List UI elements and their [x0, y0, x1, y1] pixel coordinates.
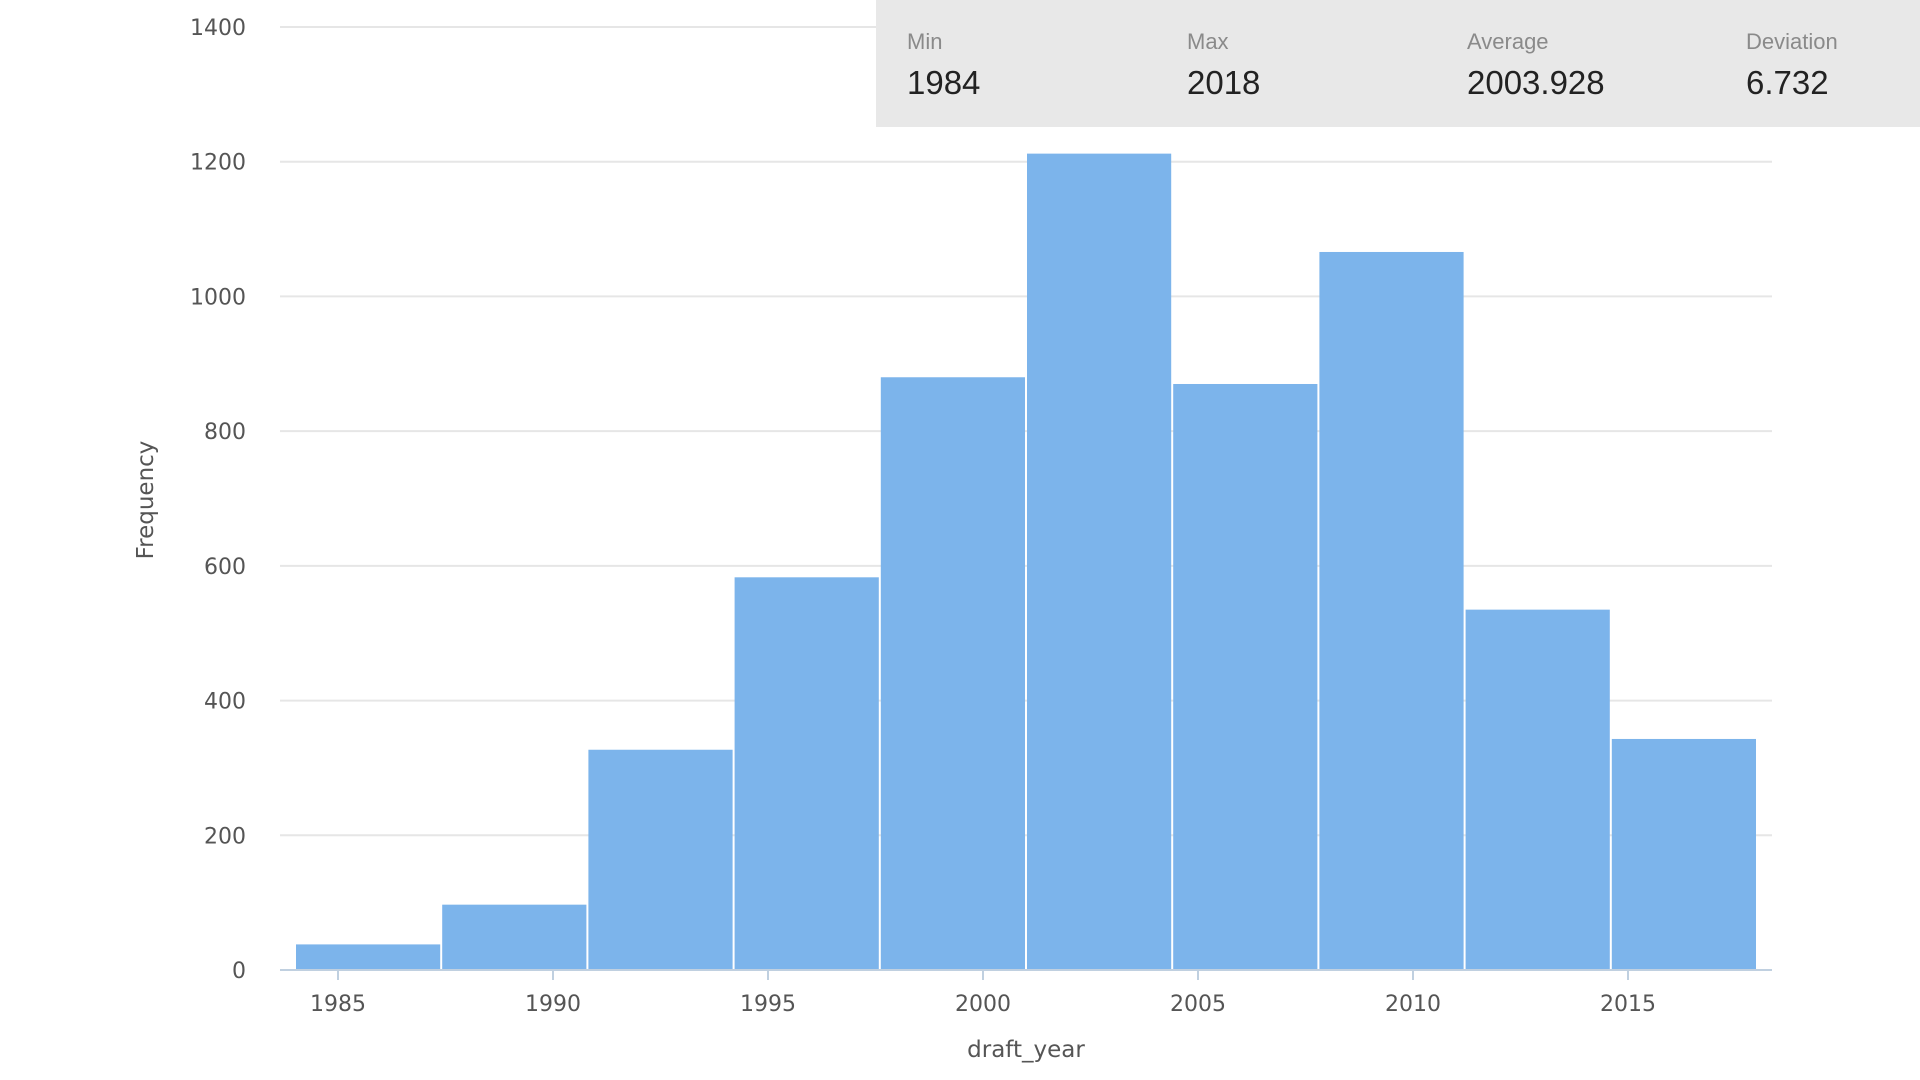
x-tick-label: 1990: [525, 992, 581, 1017]
stat-min: Min 1984: [907, 30, 980, 101]
histogram-bar: [442, 904, 587, 970]
stat-min-value: 1984: [907, 64, 981, 101]
y-tick-label: 1400: [190, 16, 246, 41]
histogram-bar: [296, 944, 441, 970]
y-tick-label: 1000: [190, 285, 246, 310]
y-tick-label: 200: [204, 824, 246, 849]
histogram-bar: [1173, 383, 1318, 970]
histogram-bar: [1465, 609, 1610, 970]
stat-deviation-label: Deviation: [1746, 29, 1838, 54]
x-tick-label: 1995: [740, 992, 796, 1017]
stat-average-value: 2003.928: [1467, 64, 1605, 101]
x-tick-label: 2010: [1385, 992, 1441, 1017]
y-axis-title: Frequency: [133, 441, 159, 560]
histogram-bar: [1611, 738, 1756, 970]
stat-average: Average 2003.928: [1467, 30, 1605, 101]
y-tick-label: 0: [232, 959, 246, 984]
histogram-bar: [1319, 251, 1464, 971]
stat-deviation-value: 6.732: [1746, 64, 1829, 101]
stat-average-label: Average: [1467, 29, 1549, 54]
y-tick-label: 1200: [190, 151, 246, 176]
stat-max: Max 2018: [1187, 30, 1260, 101]
summary-stats-panel: Min 1984 Max 2018 Average 2003.928 Devia…: [876, 0, 1920, 127]
x-tick-label: 1985: [310, 992, 366, 1017]
histogram-bar: [734, 577, 879, 970]
y-tick-label: 600: [204, 555, 246, 580]
stat-min-label: Min: [907, 29, 943, 54]
x-tick-label: 2000: [955, 992, 1011, 1017]
stat-max-value: 2018: [1187, 64, 1261, 101]
histogram-bar: [1027, 153, 1172, 971]
x-axis-title: draft_year: [967, 1037, 1085, 1063]
stat-deviation: Deviation 6.732: [1746, 30, 1838, 101]
x-tick-label: 2015: [1600, 992, 1656, 1017]
stat-max-label: Max: [1187, 29, 1229, 54]
y-tick-label: 400: [204, 690, 246, 715]
histogram-bar: [588, 749, 733, 970]
x-tick-label: 2005: [1170, 992, 1226, 1017]
y-tick-label: 800: [204, 420, 246, 445]
histogram-bar: [880, 377, 1025, 970]
